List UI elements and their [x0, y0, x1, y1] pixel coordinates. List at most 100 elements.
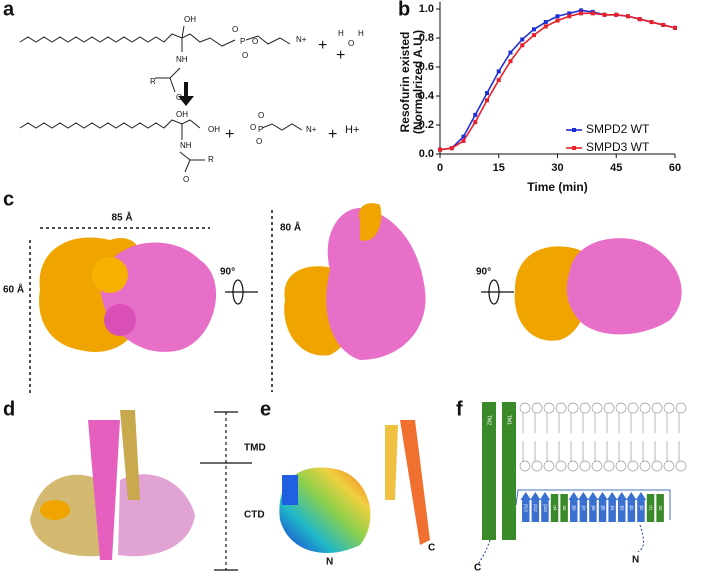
panel-letter: f — [456, 398, 463, 420]
dimension-lines — [29, 210, 273, 395]
series-marker — [461, 134, 466, 139]
chem-label: H+ — [345, 124, 359, 136]
chem-label: + — [336, 47, 345, 64]
domain-label: TMD — [244, 443, 266, 454]
series-marker — [673, 25, 677, 30]
cartoon-structure-e — [279, 420, 430, 553]
lipid-head — [603, 402, 615, 414]
element-label: α1 — [648, 505, 653, 511]
beta-strand — [578, 492, 589, 522]
x-tick-label: 45 — [610, 162, 622, 174]
lipid-head — [639, 402, 651, 414]
lipid-head — [651, 402, 663, 414]
element-label: β4 — [610, 505, 615, 511]
series-marker — [532, 27, 536, 32]
chem-label: O — [256, 137, 262, 146]
lipid-head — [543, 402, 555, 414]
reaction-arrow — [178, 82, 194, 106]
lipid-head — [663, 460, 675, 472]
domain-bracket — [200, 411, 252, 571]
chem-label: H — [338, 29, 344, 38]
y-axis-label: (Normalrized A.U.) — [411, 30, 425, 134]
lipid-head — [627, 402, 639, 414]
terminus-label: C — [474, 563, 481, 574]
element-label: β10 — [543, 504, 548, 512]
chem-label: OH — [184, 15, 196, 24]
dimension-label: 80 Å — [280, 221, 301, 234]
rotation-label: 90° — [220, 267, 235, 278]
membrane — [519, 402, 687, 472]
chem-label: + — [318, 37, 327, 54]
chem-label: O — [250, 123, 256, 132]
helix-label: TM1 — [506, 415, 512, 425]
element-label: α5 — [562, 505, 567, 511]
chem-label: + — [225, 126, 234, 143]
lipid-head — [543, 460, 555, 472]
dimension-label: 85 Å — [111, 211, 132, 224]
lipid-head — [591, 402, 603, 414]
chem-label: OH — [208, 125, 220, 134]
y-axis-label: Resofurin existed — [398, 32, 412, 133]
chem-label: NH — [176, 55, 188, 64]
series-marker — [438, 147, 442, 152]
legend-label: SMPD3 WT — [586, 140, 650, 154]
beta-strand — [606, 492, 618, 522]
lipid-head — [663, 402, 675, 414]
element-label: β7 — [581, 505, 586, 511]
series-marker — [543, 20, 548, 25]
terminus-label: N — [632, 555, 639, 566]
alpha-helix — [656, 494, 664, 522]
chem-label: O — [176, 93, 182, 102]
cartoon-structure-d — [30, 410, 195, 560]
lipid-head — [531, 460, 543, 472]
legend-swatch-marker — [572, 128, 576, 132]
density-map-right — [514, 238, 682, 341]
chem-label: OH — [176, 110, 188, 119]
legend-swatch-marker — [572, 146, 576, 150]
lipid-head — [615, 460, 627, 472]
alpha-helix — [550, 494, 559, 522]
x-tick-label: 15 — [493, 162, 505, 174]
series-marker — [461, 138, 466, 143]
beta-strand — [530, 492, 541, 522]
secondary-elements — [520, 492, 664, 522]
lipid-head — [639, 460, 651, 472]
domain-label: CTD — [244, 510, 265, 521]
series-marker — [508, 59, 513, 64]
panel-letter: b — [398, 0, 410, 20]
y-tick-label: 1.0 — [419, 3, 434, 15]
series-marker — [614, 12, 619, 17]
chem-label: + — [328, 126, 337, 143]
chem-label: O — [232, 25, 238, 34]
lipid-head — [519, 460, 531, 472]
series-marker — [508, 50, 513, 55]
lipid-head — [555, 402, 567, 414]
lipid-head — [675, 460, 687, 472]
lipid-head — [555, 460, 567, 472]
chem-label: N+ — [306, 125, 317, 134]
lipid-head — [567, 460, 579, 472]
series-marker — [637, 17, 642, 22]
chem-label: N+ — [296, 35, 307, 44]
lipid-head — [627, 460, 639, 472]
element-label: β5 — [600, 505, 605, 511]
topology-diagram — [477, 402, 671, 566]
beta-strand — [626, 492, 637, 522]
series-marker — [579, 8, 583, 13]
element-label: β1 — [629, 505, 634, 511]
series-marker — [649, 20, 654, 25]
series-marker — [602, 12, 607, 17]
alpha-helix — [646, 494, 655, 522]
series-marker — [532, 33, 536, 38]
series-marker — [449, 146, 454, 151]
series-marker — [520, 43, 525, 48]
lipid-head — [651, 460, 663, 472]
beta-strand — [568, 492, 579, 522]
panel-letter: e — [260, 398, 271, 420]
element-label: β9 — [572, 505, 577, 511]
series-marker — [543, 24, 548, 29]
beta-strand — [520, 492, 531, 522]
element-label: β6 — [591, 505, 596, 511]
lipid-head — [591, 460, 603, 472]
